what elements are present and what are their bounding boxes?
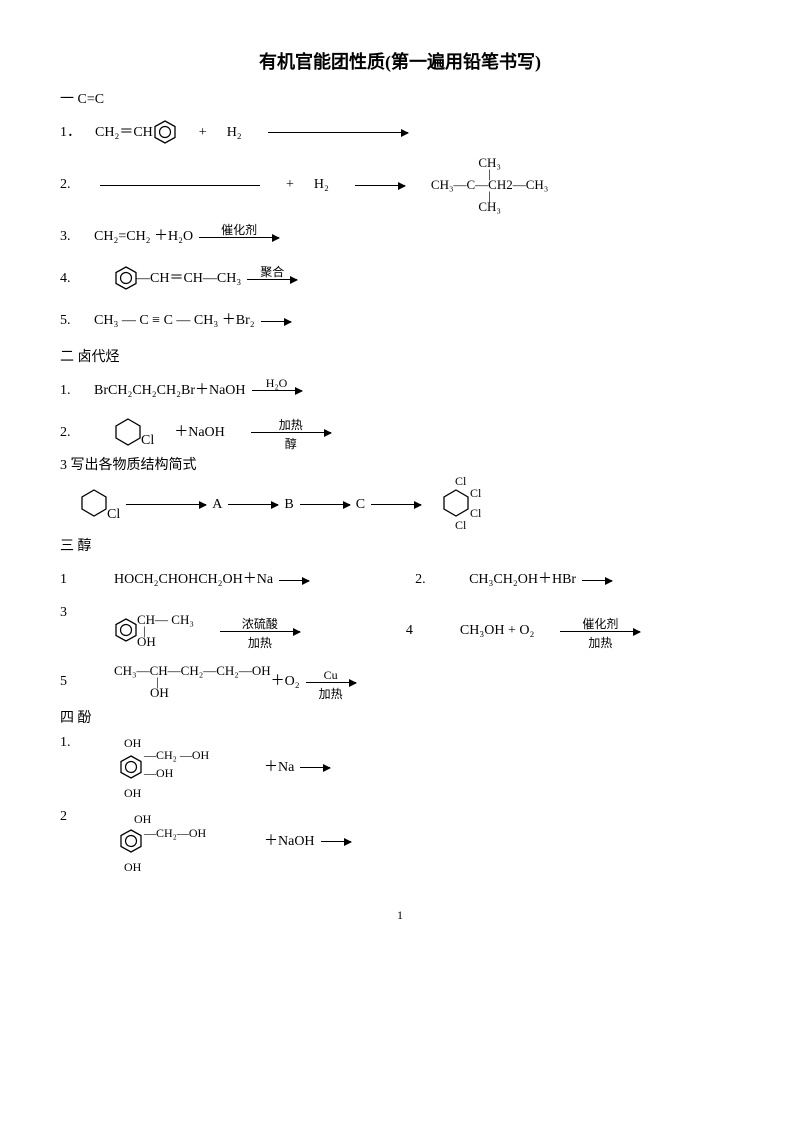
page-title: 有机官能团性质(第一遍用铅笔书写) (60, 50, 740, 75)
arrow-icon (228, 504, 278, 505)
arrow-icon: 聚合 (247, 279, 297, 280)
arrow-icon: 加热 醇 (251, 432, 331, 433)
blank-line (100, 184, 260, 186)
substituent: Cl (141, 431, 154, 451)
q-num: 2. (60, 423, 80, 443)
s1-q2: 2. + H₂ CH₃ | CH₃―C―CH2―CH₃ | CH₃ (60, 156, 740, 214)
arrow-icon (355, 185, 405, 186)
arrow-icon: 催化剂 (199, 237, 279, 238)
arrow-icon: 浓硫酸 加热 (220, 631, 300, 632)
q-num: 2 (60, 807, 80, 827)
arrow-icon (371, 504, 421, 505)
phenol-structure: OH ―CH₂ ―OH ―OH OH (94, 733, 214, 803)
structure: CH₃―CH―CH₂―CH₂―OH | OH (114, 664, 271, 700)
product-structure: CH₃ | CH₃―C―CH2―CH₃ | CH₃ (431, 156, 548, 214)
section3-head: 三 醇 (60, 537, 740, 557)
q-num: 3 (60, 603, 80, 623)
s3-q1-q2: 1 HOCH₂CHOHCH₂OH＋Na 2. CH₃CH₂OH＋HBr (60, 561, 740, 599)
arrow-icon (300, 767, 330, 768)
side-structure: CH― CH₃ | OH (137, 613, 194, 649)
cyclohexane-icon (114, 418, 144, 448)
q-num: 5 (60, 672, 80, 692)
s4-q2: 2 OH ―CH₂―OH OH ＋NaOH (60, 807, 740, 877)
section4-head: 四 酚 (60, 709, 740, 729)
arrow-icon: Cu 加热 (306, 682, 356, 683)
s1-q3: 3. CH₂=CH₂ ＋H₂O 催化剂 (60, 218, 740, 256)
q-num: 1. (60, 733, 80, 753)
q-num: 1． (60, 123, 81, 143)
arrow-icon (261, 321, 291, 322)
s3-q3-q4: 3 CH― CH₃ | OH 浓硫酸 加热 4 CH₃OH + O₂ 催化剂 加… (60, 603, 740, 659)
q-num: 3. (60, 227, 80, 247)
cyclohexane-icon (80, 489, 110, 519)
q-num: 2. (60, 175, 80, 195)
q-num: 1. (60, 381, 80, 401)
s3-q5: 5 CH₃―CH―CH₂―CH₂―OH | OH ＋O₂ Cu 加热 (60, 663, 740, 701)
q-num: 4 (406, 621, 426, 641)
arrow-icon (279, 580, 309, 581)
s4-q1: 1. OH ―CH₂ ―OH ―OH OH ＋Na (60, 733, 740, 803)
arrow-icon (300, 504, 350, 505)
formula: CH₂＝CH + H₂ (95, 120, 414, 146)
q-num: 4. (60, 269, 80, 289)
side-chain: ―CH＝CH―CH₃ (136, 269, 241, 289)
q-num: 2. (415, 570, 435, 590)
substituent: Cl (107, 505, 120, 525)
s2-q1: 1. BrCH₂CH₂CH₂Br＋NaOH H₂O (60, 372, 740, 410)
section2-head: 二 卤代烃 (60, 348, 740, 368)
arrow-icon: 催化剂 加热 (560, 631, 640, 632)
s1-q4: 4. ―CH＝CH―CH₃ 聚合 (60, 260, 740, 298)
q-num: 5. (60, 311, 80, 331)
arrow-icon: H₂O (252, 390, 302, 391)
s1-q5: 5. CH₃ ― C ≡ C ― CH₃ ＋Br₂ (60, 302, 740, 340)
arrow-icon (126, 504, 206, 505)
s2-q3-head: 3 写出各物质结构简式 (60, 456, 740, 476)
page-number: 1 (60, 907, 740, 924)
arrow-icon (582, 580, 612, 581)
phenol-structure: OH ―CH₂―OH OH (94, 807, 214, 877)
q-num: 1 (60, 570, 80, 590)
s1-q1: 1． CH₂＝CH + H₂ (60, 114, 740, 152)
arrow-icon (268, 132, 408, 133)
benzene-icon (153, 120, 179, 146)
arrow-icon (321, 841, 351, 842)
s2-q3: Cl A B C Cl Cl Cl Cl (60, 479, 740, 529)
section1-head: 一 C=C (60, 90, 740, 110)
product-structure: Cl Cl Cl Cl (427, 479, 487, 529)
s2-q2: 2. Cl ＋NaOH 加热 醇 (60, 414, 740, 452)
